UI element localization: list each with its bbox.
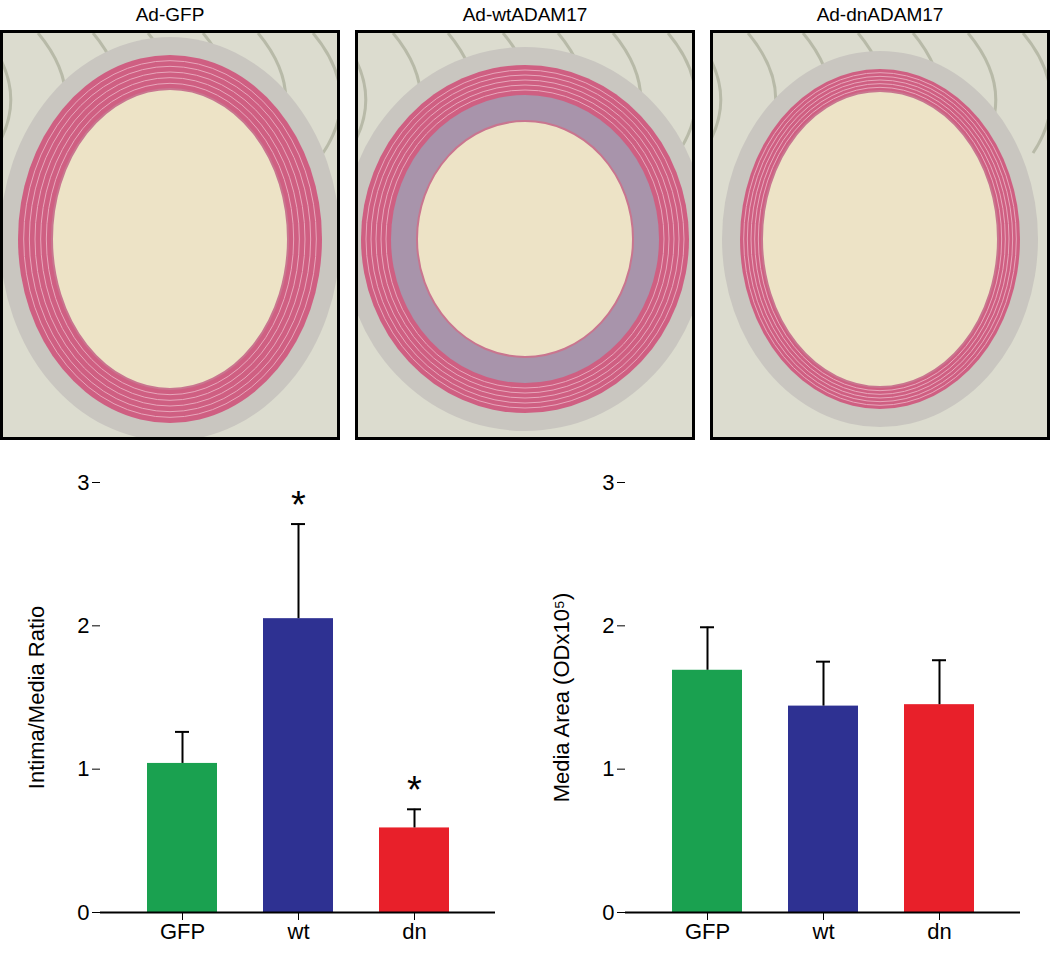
svg-text:1: 1 bbox=[602, 756, 614, 781]
svg-text:wt: wt bbox=[287, 919, 310, 944]
html-text:Ad-GFP: Ad-GFP bbox=[135, 4, 205, 25]
svg-text:*: * bbox=[407, 769, 422, 811]
svg-text:1: 1 bbox=[77, 756, 89, 781]
svg-text:0: 0 bbox=[602, 900, 614, 925]
html-text:Ad-wtADAM17: Ad-wtADAM17 bbox=[462, 4, 588, 25]
svg-text:GFP: GFP bbox=[160, 919, 205, 944]
svg-text:dn: dn bbox=[402, 919, 426, 944]
svg-text:0: 0 bbox=[77, 900, 89, 925]
svg-text:Media Area (ODx10⁵): Media Area (ODx10⁵) bbox=[549, 593, 574, 803]
svg-text:Intima/Media Ratio: Intima/Media Ratio bbox=[24, 606, 49, 789]
svg-text:dn: dn bbox=[927, 919, 951, 944]
svg-text:wt: wt bbox=[812, 919, 835, 944]
svg-text:GFP: GFP bbox=[685, 919, 730, 944]
svg-text:2: 2 bbox=[602, 613, 614, 638]
svg-text:*: * bbox=[291, 484, 306, 526]
svg-text:3: 3 bbox=[77, 470, 89, 495]
html-text:Ad-dnADAM17: Ad-dnADAM17 bbox=[816, 4, 944, 25]
svg-text:3: 3 bbox=[602, 470, 614, 495]
svg-text:2: 2 bbox=[77, 613, 89, 638]
